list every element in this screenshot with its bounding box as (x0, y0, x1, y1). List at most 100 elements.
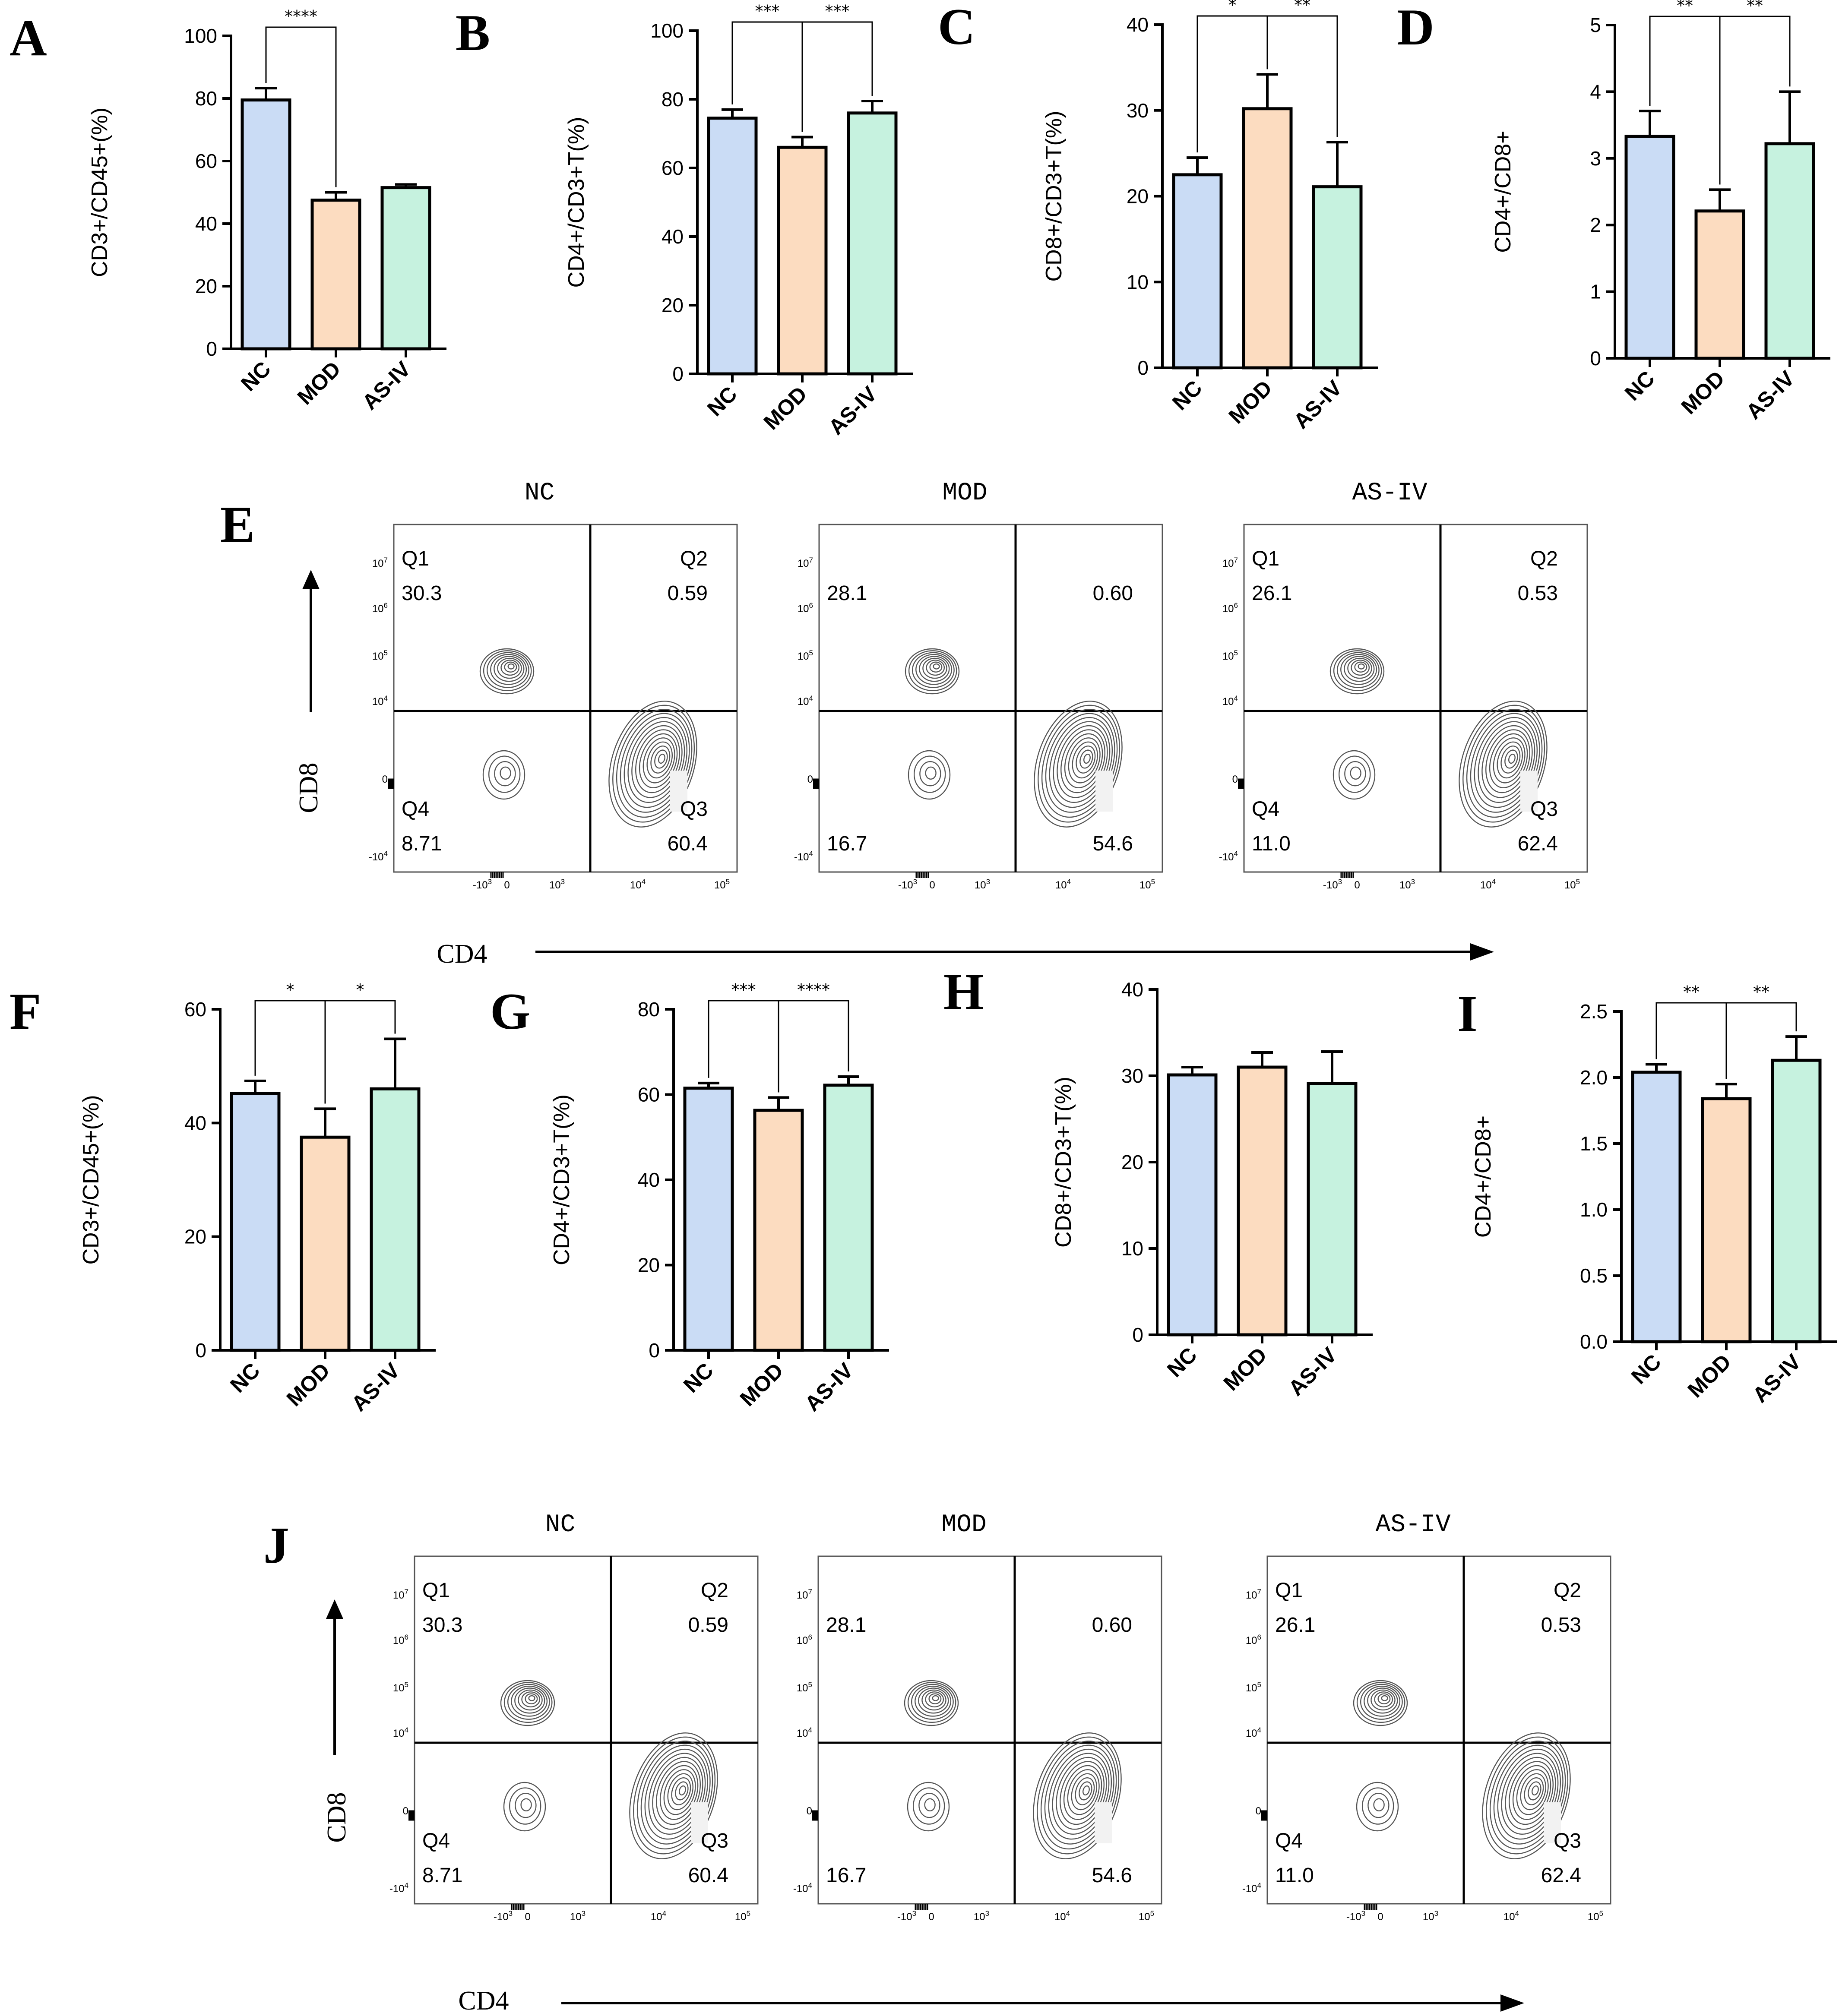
x-tick-label: 103 (1399, 878, 1415, 891)
cd4-population-contour (1482, 1732, 1571, 1859)
bar-MOD (1242, 107, 1293, 370)
y-axis-label: CD4+/CD8+ (1471, 1115, 1496, 1238)
error-bar-NC (1639, 110, 1661, 136)
cd4-population-contour (1512, 1765, 1551, 1820)
cd8-population-contour (922, 657, 947, 679)
cd4-population-contour (1528, 1781, 1541, 1801)
panel-letter: E (220, 496, 255, 553)
category-label: NC (1168, 376, 1207, 415)
y-tick-label: 0 (382, 774, 388, 785)
cd4-population-contour (654, 749, 668, 769)
cd4-population-contour (1076, 746, 1096, 774)
panel-letter: D (1397, 0, 1434, 56)
x-tick-label: 0 (525, 1911, 530, 1923)
panel-letter: G (490, 983, 530, 1040)
cd8-population-contour (490, 654, 527, 685)
q3-label: Q3 (1554, 1830, 1581, 1852)
cd8-population-contour (1381, 1695, 1388, 1701)
q1-label: Q1 (1275, 1579, 1303, 1602)
cd4-population-contour (1053, 721, 1111, 803)
cd4-population-contour (679, 1785, 686, 1796)
q4-label: Q4 (1275, 1830, 1303, 1852)
q4-value: 11.0 (1275, 1864, 1314, 1887)
cd8-population-contour (905, 648, 960, 695)
y-tick-label: 105 (797, 1681, 812, 1694)
y-tick-label: 106 (797, 1633, 812, 1646)
y-tick-label: 0 (807, 774, 813, 785)
panel-letter: I (1457, 985, 1478, 1042)
y-tick-label: 4 (1590, 80, 1601, 103)
significance-bracket (731, 21, 803, 132)
double-negative-contour (494, 761, 516, 787)
cd4-population-contour (1067, 1769, 1100, 1815)
cd4-population-contour (1532, 1785, 1539, 1796)
panel-letter: B (456, 4, 490, 61)
cd4-population-contour (652, 1757, 703, 1830)
significance-stars: *** (755, 2, 780, 21)
y-tick-label: 106 (1222, 601, 1238, 615)
y-tick-label: 106 (372, 601, 388, 615)
q4-value: 8.71 (422, 1864, 462, 1887)
bar-AS-IV (1312, 185, 1363, 370)
cd4-population-contour (1040, 1741, 1117, 1850)
contour-gap (1095, 1802, 1112, 1843)
bar-MOD (777, 145, 828, 376)
q2-value: 0.53 (1541, 1614, 1581, 1637)
x-tick-label: 103 (1423, 1909, 1438, 1923)
q1-value: 28.1 (826, 1614, 866, 1637)
category-label: NC (703, 382, 742, 421)
error-bar-NC (1181, 1066, 1203, 1075)
bar-chart-A: A 0 20 40 60 80 100 NC MOD AS-IV CD3+/CD45+(%) **** (9, 7, 446, 414)
significance-bracket (1266, 15, 1338, 137)
cd8-population-contour (918, 1687, 949, 1714)
double-negative-contour (1333, 750, 1376, 800)
double-negative-contour (1350, 766, 1361, 780)
contour-gap (670, 771, 687, 812)
error-bar-AS-IV (1321, 1050, 1343, 1084)
cd8-population-contour (486, 652, 529, 688)
significance-bracket (324, 1000, 396, 1104)
y-tick-label: 0 (1137, 357, 1149, 379)
x-tick-label: 0 (1354, 879, 1360, 891)
cd8-population-contour (926, 660, 945, 676)
error-bar-AS-IV (384, 1037, 406, 1089)
cd8-population-contour (504, 661, 517, 673)
category-label: MOD (735, 1358, 788, 1411)
cd8-population-contour (507, 663, 515, 670)
double-negative-contour (1373, 1798, 1385, 1811)
bar-NC (1631, 1071, 1682, 1343)
q1-label: Q1 (1252, 547, 1279, 570)
cd8-population-contour (1360, 1684, 1403, 1720)
y-tick-label: 0.5 (1580, 1264, 1608, 1287)
cd8-population-contour (511, 1685, 548, 1717)
q2-label: Q2 (680, 547, 708, 570)
cd8-population-contour (1374, 1691, 1393, 1708)
arrow-up-icon-head (326, 1599, 343, 1619)
cd8-population-contour (1371, 1689, 1396, 1711)
bar-NC (683, 1087, 734, 1352)
cd8-population-contour (1354, 661, 1367, 673)
y-tick-label: -104 (369, 850, 388, 863)
cd8-population-contour (1340, 654, 1377, 685)
q4-value: 16.7 (826, 1864, 866, 1887)
flow-plot-NC: NCQ130.3Q20.59Q48.71Q360.41071061051040-… (369, 479, 738, 891)
y-tick-label: 0 (1256, 1805, 1261, 1817)
x-tick-label: 105 (735, 1909, 750, 1923)
significance-bracket (265, 26, 337, 187)
y-tick-label: 107 (372, 556, 388, 569)
category-label: MOD (293, 357, 345, 409)
cd4-population-contour (616, 709, 693, 818)
cd4-population-contour (1037, 1736, 1120, 1855)
y-axis-label: CD8+/CD3+T(%) (1051, 1077, 1076, 1248)
y-tick-label: 104 (1246, 1726, 1261, 1739)
cd4-population-contour (646, 741, 673, 779)
significance-bracket (778, 1000, 849, 1093)
cd8-population-contour (1367, 1687, 1398, 1714)
y-tick-label: 0 (807, 1805, 812, 1817)
cd4-population-contour (1493, 737, 1526, 784)
y-tick-label: 20 (662, 294, 684, 316)
error-bar-MOD (1716, 1083, 1737, 1099)
significance-stars: **** (285, 7, 317, 26)
y-tick-label: 10 (1127, 271, 1149, 293)
